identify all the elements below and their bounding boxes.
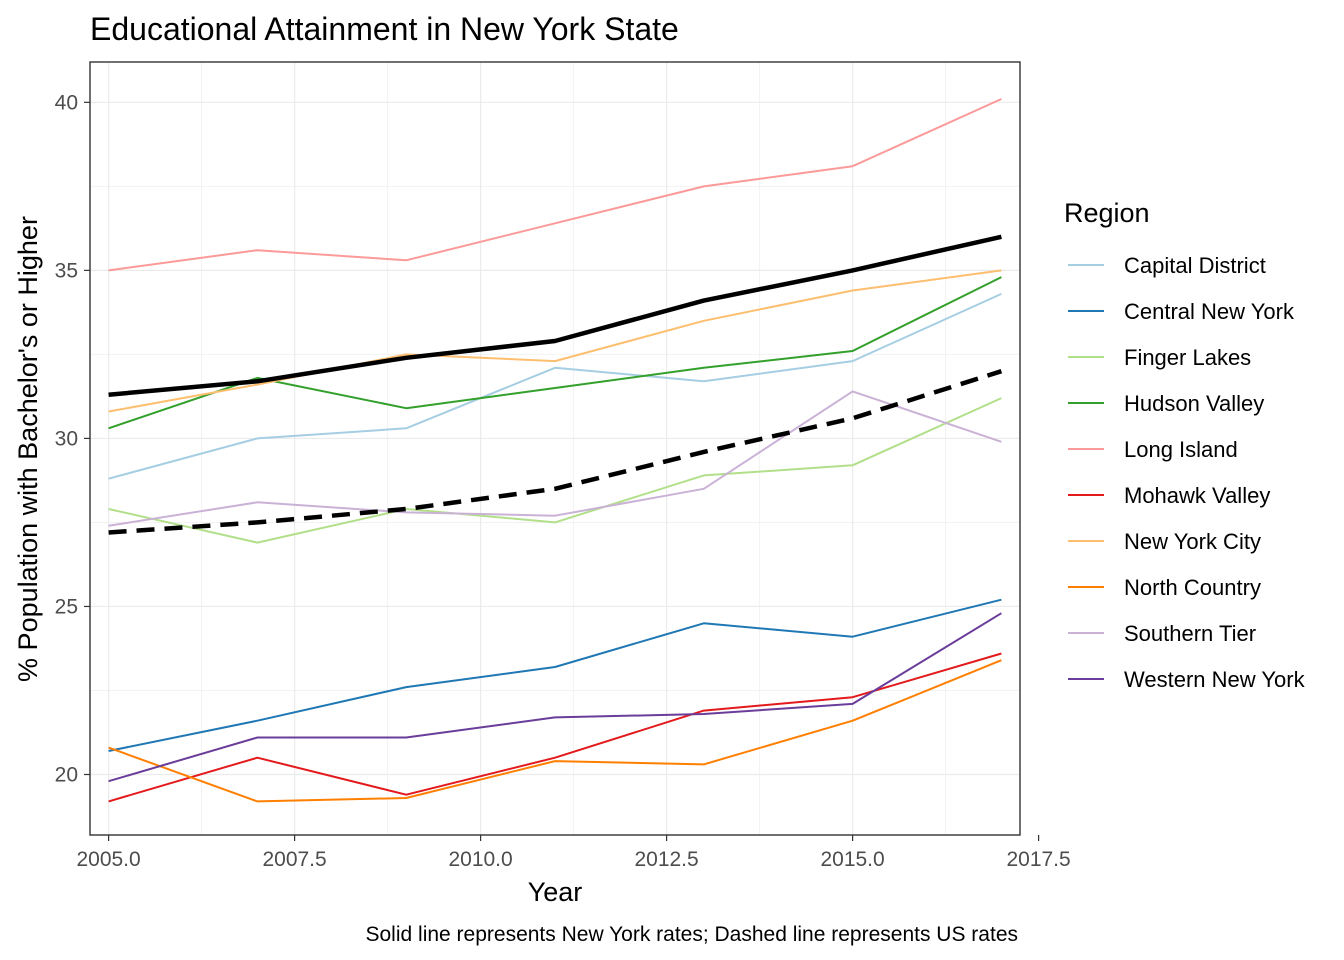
series-line-mohawk-valley: [108, 652, 1002, 803]
legend: Region Capital District Central New York F…: [1064, 198, 1306, 692]
legend-item-finger-lakes: Finger Lakes: [1068, 345, 1251, 370]
y-tick-label: 30: [55, 427, 78, 450]
legend-item-north-country: North Country: [1068, 575, 1261, 600]
x-axis-title: Year: [528, 877, 583, 907]
y-tick-label: 40: [55, 91, 78, 114]
chart-title: Educational Attainment in New York State: [90, 11, 679, 47]
legend-item-western-new-york: Western New York: [1068, 667, 1306, 692]
plot-background: [90, 62, 1020, 835]
legend-item-capital-district: Capital District: [1068, 253, 1266, 278]
x-tick-label: 2017.5: [1006, 848, 1070, 871]
us-dashed-line: [108, 369, 1003, 535]
legend-label: Southern Tier: [1124, 621, 1256, 646]
new-york-solid-line: [108, 234, 1002, 397]
legend-label: Western New York: [1124, 667, 1306, 692]
series-line-western-new-york: [108, 612, 1002, 783]
series-line-new-york-city: [108, 269, 1002, 413]
legend-item-southern-tier: Southern Tier: [1068, 621, 1256, 646]
x-tick-label: 2005.0: [76, 848, 140, 871]
legend-label: Mohawk Valley: [1124, 483, 1270, 508]
series-line-finger-lakes: [108, 397, 1002, 544]
y-tick-label: 25: [55, 595, 78, 618]
x-axis: 2005.0 2007.5 2010.0 2012.5 2015.0 2017.5: [76, 835, 1071, 871]
legend-item-mohawk-valley: Mohawk Valley: [1068, 483, 1270, 508]
series-lines: [108, 98, 1002, 803]
series-line-long-island: [108, 98, 1002, 272]
series-line-central-new-york: [108, 598, 1002, 752]
legend-item-central-new-york: Central New York: [1068, 299, 1295, 324]
series-line-north-country: [108, 659, 1002, 803]
series-line-southern-tier: [108, 390, 1002, 527]
y-tick-label: 35: [55, 259, 78, 282]
series-line-capital-district: [108, 292, 1002, 480]
legend-title: Region: [1064, 198, 1150, 228]
x-tick-label: 2007.5: [262, 848, 326, 871]
legend-item-new-york-city: New York City: [1068, 529, 1261, 554]
legend-label: Hudson Valley: [1124, 391, 1264, 416]
x-tick-label: 2015.0: [820, 848, 884, 871]
x-tick-label: 2010.0: [448, 848, 512, 871]
plot-panel: [89, 61, 1021, 836]
minor-gridlines: [90, 62, 1020, 835]
legend-item-hudson-valley: Hudson Valley: [1068, 391, 1264, 416]
legend-label: New York City: [1124, 529, 1261, 554]
x-tick-label: 2012.5: [634, 848, 698, 871]
series-line-hudson-valley: [108, 276, 1002, 430]
y-tick-label: 20: [55, 764, 78, 787]
legend-label: Finger Lakes: [1124, 345, 1251, 370]
legend-label: Capital District: [1124, 253, 1266, 278]
caption: Solid line represents New York rates; Da…: [366, 923, 1019, 946]
legend-label: Long Island: [1124, 437, 1238, 462]
legend-item-long-island: Long Island: [1068, 437, 1238, 462]
y-axis: 20 25 30 35 40: [55, 91, 90, 787]
y-axis-title: % Population with Bachelor's or Higher: [13, 216, 43, 682]
reference-lines: [108, 234, 1003, 535]
plot-border: [89, 61, 1021, 836]
legend-label: Central New York: [1124, 299, 1295, 324]
legend-label: North Country: [1124, 575, 1261, 600]
major-gridlines: [90, 62, 1020, 835]
